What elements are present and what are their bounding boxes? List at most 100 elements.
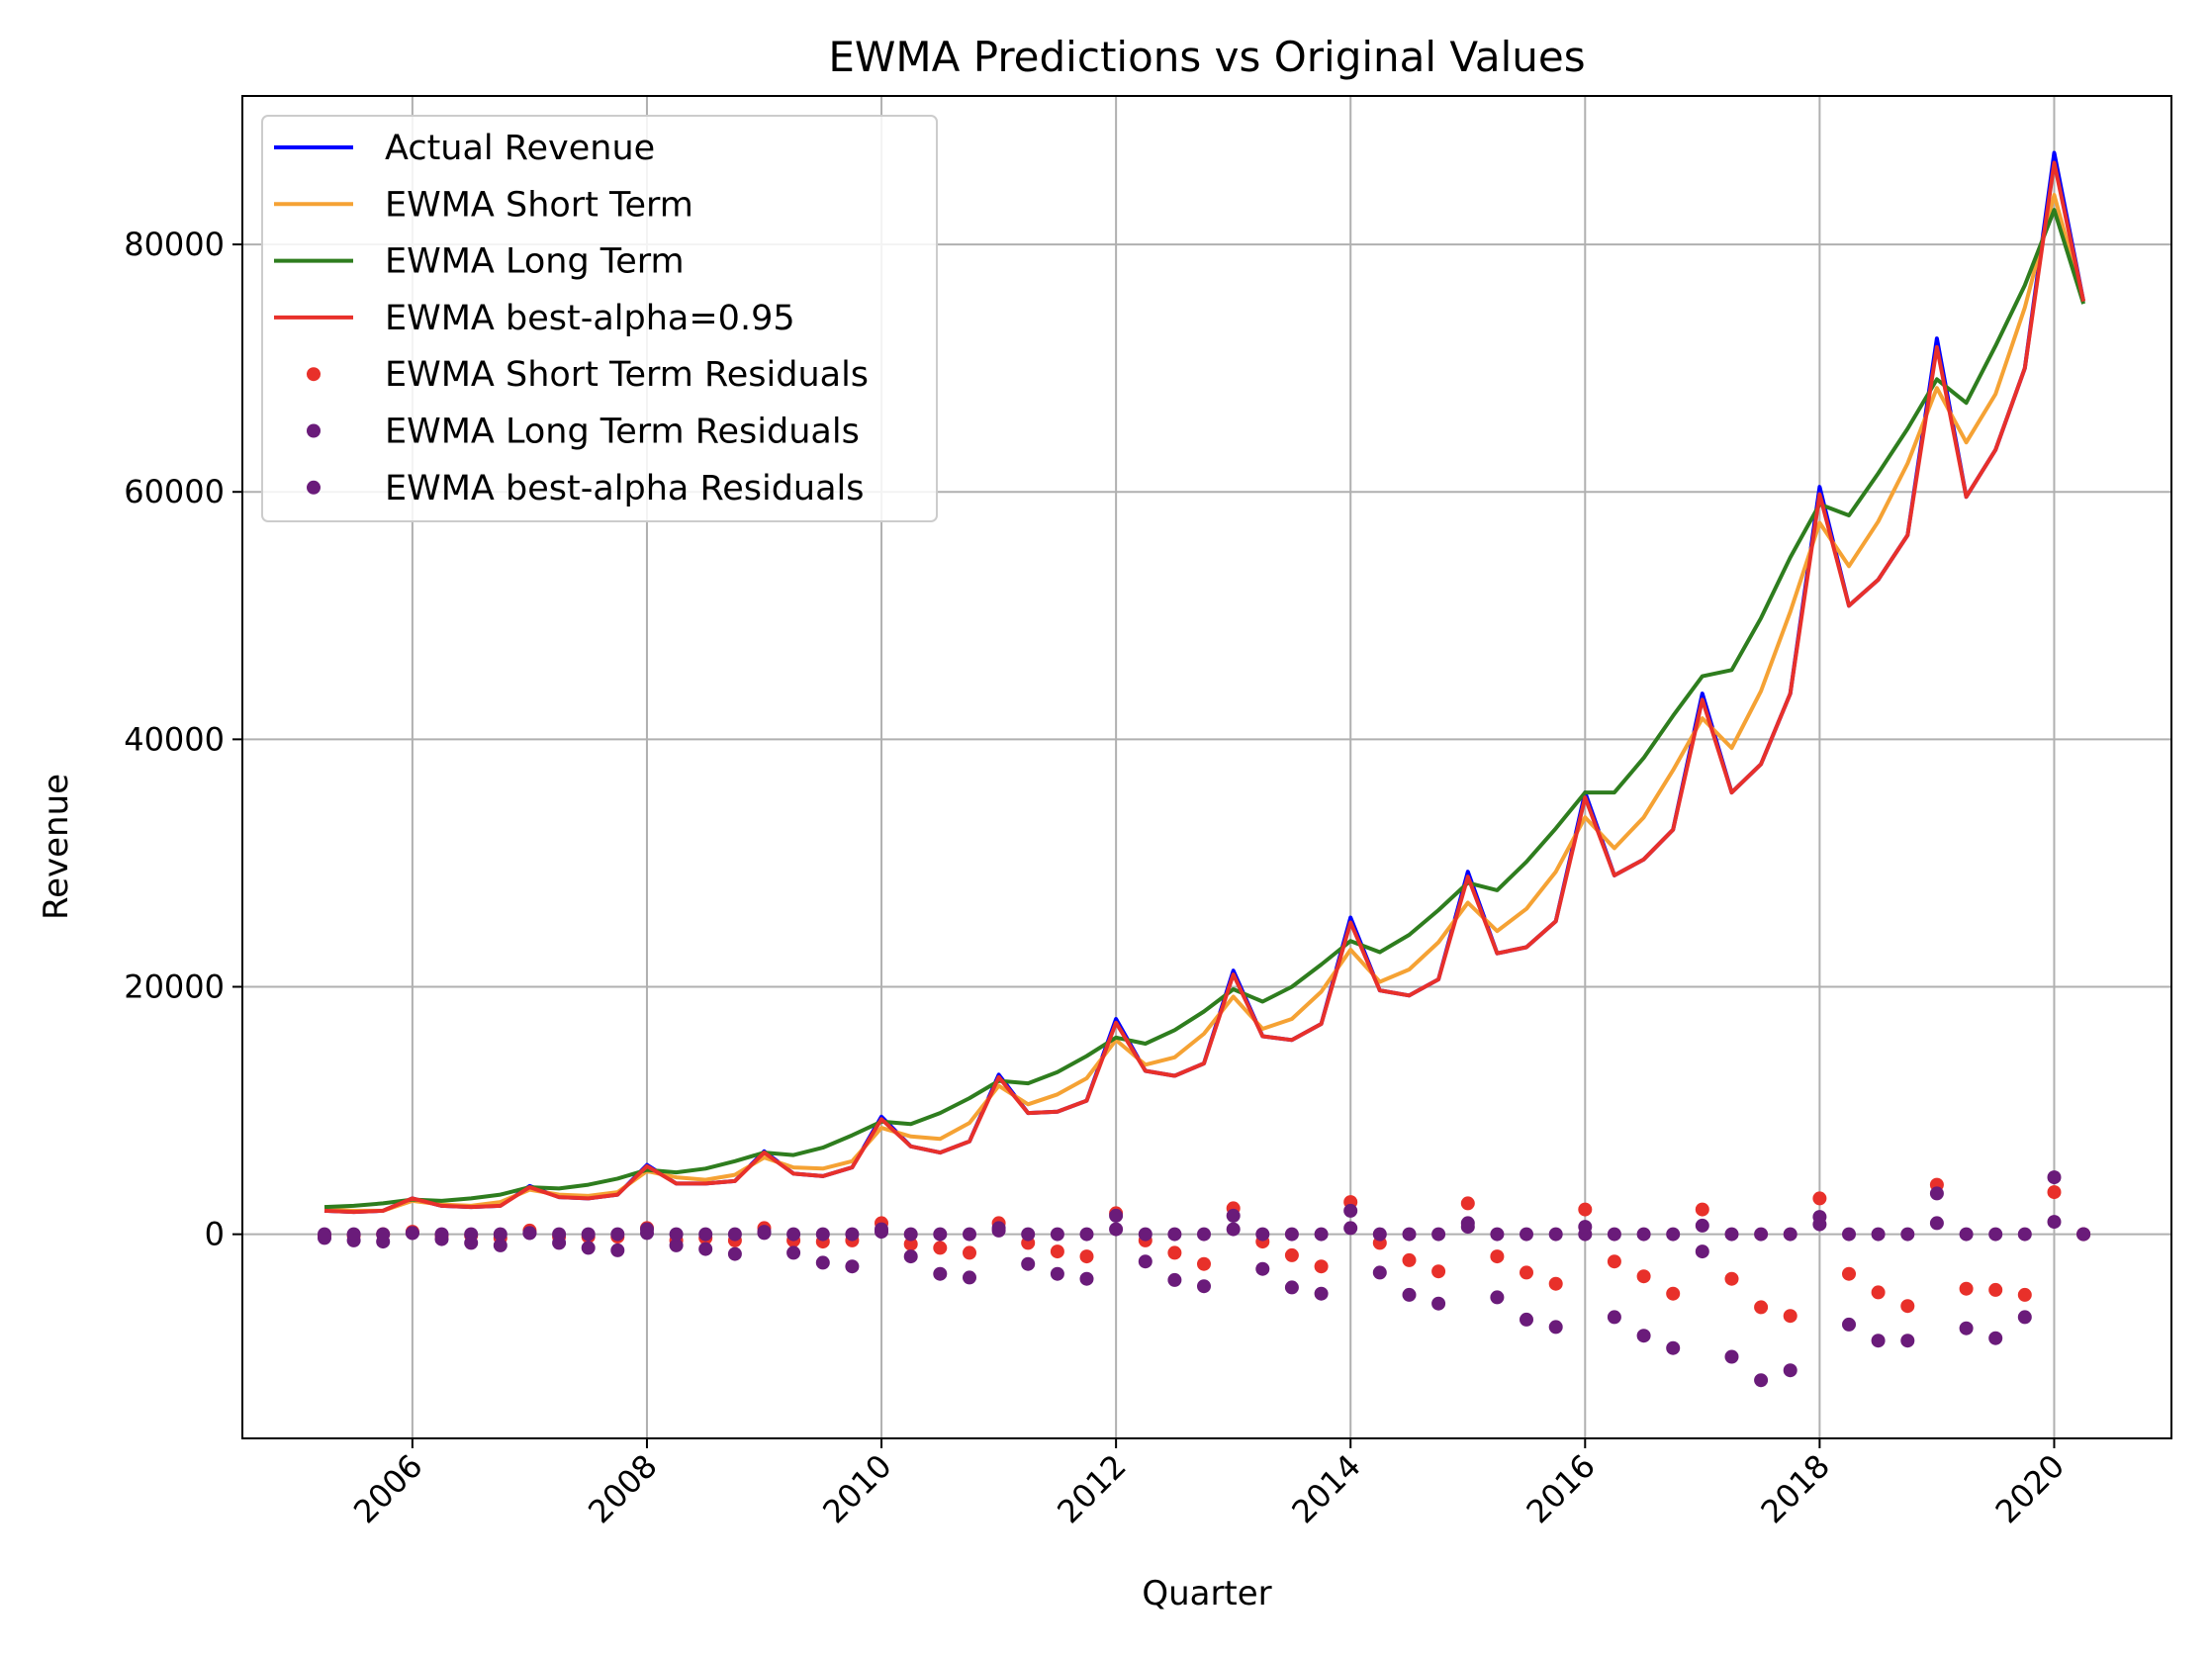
data-point bbox=[1372, 1265, 1387, 1280]
data-point bbox=[1636, 1329, 1651, 1343]
data-point bbox=[1900, 1227, 1915, 1242]
data-point bbox=[845, 1259, 860, 1274]
data-point bbox=[1343, 1221, 1358, 1236]
data-point bbox=[1255, 1261, 1270, 1276]
data-point bbox=[1607, 1227, 1621, 1242]
data-point bbox=[1548, 1227, 1563, 1242]
legend-swatch-dot bbox=[307, 367, 321, 382]
data-point bbox=[1284, 1280, 1299, 1295]
data-point bbox=[2017, 1287, 2032, 1302]
data-point bbox=[1109, 1208, 1124, 1223]
data-point bbox=[1578, 1202, 1593, 1217]
data-point bbox=[1402, 1227, 1417, 1242]
y-tick-label: 80000 bbox=[124, 226, 225, 263]
data-point bbox=[698, 1227, 713, 1242]
data-point bbox=[1197, 1256, 1211, 1271]
data-point bbox=[1959, 1321, 1974, 1336]
data-point bbox=[1548, 1276, 1563, 1291]
data-point bbox=[1871, 1334, 1886, 1348]
data-point bbox=[1050, 1266, 1064, 1281]
data-point bbox=[1314, 1286, 1329, 1301]
data-point bbox=[1109, 1222, 1124, 1237]
data-point bbox=[786, 1245, 801, 1260]
data-point bbox=[405, 1226, 419, 1241]
legend-swatch-dot bbox=[307, 480, 321, 495]
data-point bbox=[1724, 1349, 1739, 1364]
data-point bbox=[1548, 1320, 1563, 1335]
data-point bbox=[1607, 1254, 1621, 1269]
data-point bbox=[1578, 1220, 1593, 1235]
data-point bbox=[1666, 1340, 1681, 1355]
data-point bbox=[1959, 1227, 1974, 1242]
data-point bbox=[1050, 1227, 1064, 1242]
data-point bbox=[376, 1227, 391, 1242]
plot-data bbox=[318, 150, 2091, 1388]
data-point bbox=[2017, 1227, 2032, 1242]
data-point bbox=[1050, 1244, 1064, 1259]
data-point bbox=[610, 1227, 625, 1242]
data-point bbox=[2047, 1215, 2062, 1230]
data-point bbox=[1490, 1227, 1505, 1242]
data-point bbox=[522, 1226, 537, 1241]
y-tick-label: 60000 bbox=[124, 473, 225, 510]
data-point bbox=[318, 1227, 331, 1242]
data-point bbox=[1783, 1227, 1797, 1242]
plot-frame bbox=[241, 95, 2172, 1439]
data-point bbox=[1343, 1203, 1358, 1218]
legend-label: EWMA Long Term bbox=[385, 242, 685, 282]
data-point bbox=[1226, 1222, 1241, 1237]
data-point bbox=[933, 1241, 948, 1255]
series-line-ewma-best-alpha-0-95 bbox=[323, 160, 2086, 1215]
data-point bbox=[933, 1227, 948, 1242]
data-point bbox=[2047, 1170, 2062, 1185]
data-point bbox=[1079, 1249, 1094, 1264]
data-point bbox=[727, 1227, 742, 1242]
data-point bbox=[1520, 1312, 1533, 1327]
data-point bbox=[1284, 1227, 1299, 1242]
data-point bbox=[1607, 1310, 1621, 1325]
y-tick-label: 20000 bbox=[124, 967, 225, 1005]
data-point bbox=[1842, 1317, 1856, 1332]
data-point bbox=[1460, 1196, 1475, 1211]
data-point bbox=[464, 1227, 479, 1242]
legend-label: EWMA best-alpha Residuals bbox=[385, 469, 865, 508]
data-point bbox=[610, 1243, 625, 1257]
data-point bbox=[1431, 1264, 1446, 1279]
data-point bbox=[1636, 1269, 1651, 1284]
y-tick-label: 0 bbox=[205, 1216, 225, 1253]
y-axis-label: Revenue bbox=[37, 774, 76, 920]
data-point bbox=[1520, 1227, 1533, 1242]
data-point bbox=[669, 1238, 684, 1252]
data-point bbox=[1021, 1256, 1036, 1271]
data-point bbox=[903, 1237, 918, 1251]
series-line-ewma-long-term bbox=[323, 208, 2086, 1210]
data-point bbox=[1636, 1227, 1651, 1242]
data-point bbox=[786, 1227, 801, 1242]
legend: Actual Revenue EWMA Short Term EWMA Long T… bbox=[261, 115, 938, 522]
data-point bbox=[1402, 1287, 1417, 1302]
data-point bbox=[2076, 1227, 2091, 1242]
legend-label: Actual Revenue bbox=[385, 129, 655, 168]
series-points-ewma-long-term-residuals bbox=[318, 1170, 2091, 1388]
chart-title: EWMA Predictions vs Original Values bbox=[828, 33, 1585, 81]
data-point bbox=[698, 1242, 713, 1256]
data-point bbox=[1988, 1282, 2003, 1297]
data-point bbox=[669, 1227, 684, 1242]
y-tick-label: 40000 bbox=[124, 720, 225, 758]
data-point bbox=[1490, 1249, 1505, 1264]
data-point bbox=[1079, 1271, 1094, 1286]
data-point bbox=[2047, 1185, 2062, 1200]
data-point bbox=[1812, 1217, 1827, 1232]
data-point bbox=[1431, 1296, 1446, 1311]
data-point bbox=[1754, 1227, 1769, 1242]
legend-swatch-dot bbox=[307, 423, 321, 438]
data-point bbox=[1402, 1252, 1417, 1267]
data-point bbox=[933, 1266, 948, 1281]
data-point bbox=[727, 1246, 742, 1261]
data-point bbox=[1900, 1334, 1915, 1348]
data-point bbox=[1666, 1227, 1681, 1242]
data-point bbox=[1842, 1227, 1856, 1242]
data-point bbox=[1138, 1254, 1152, 1269]
data-point bbox=[1871, 1285, 1886, 1300]
